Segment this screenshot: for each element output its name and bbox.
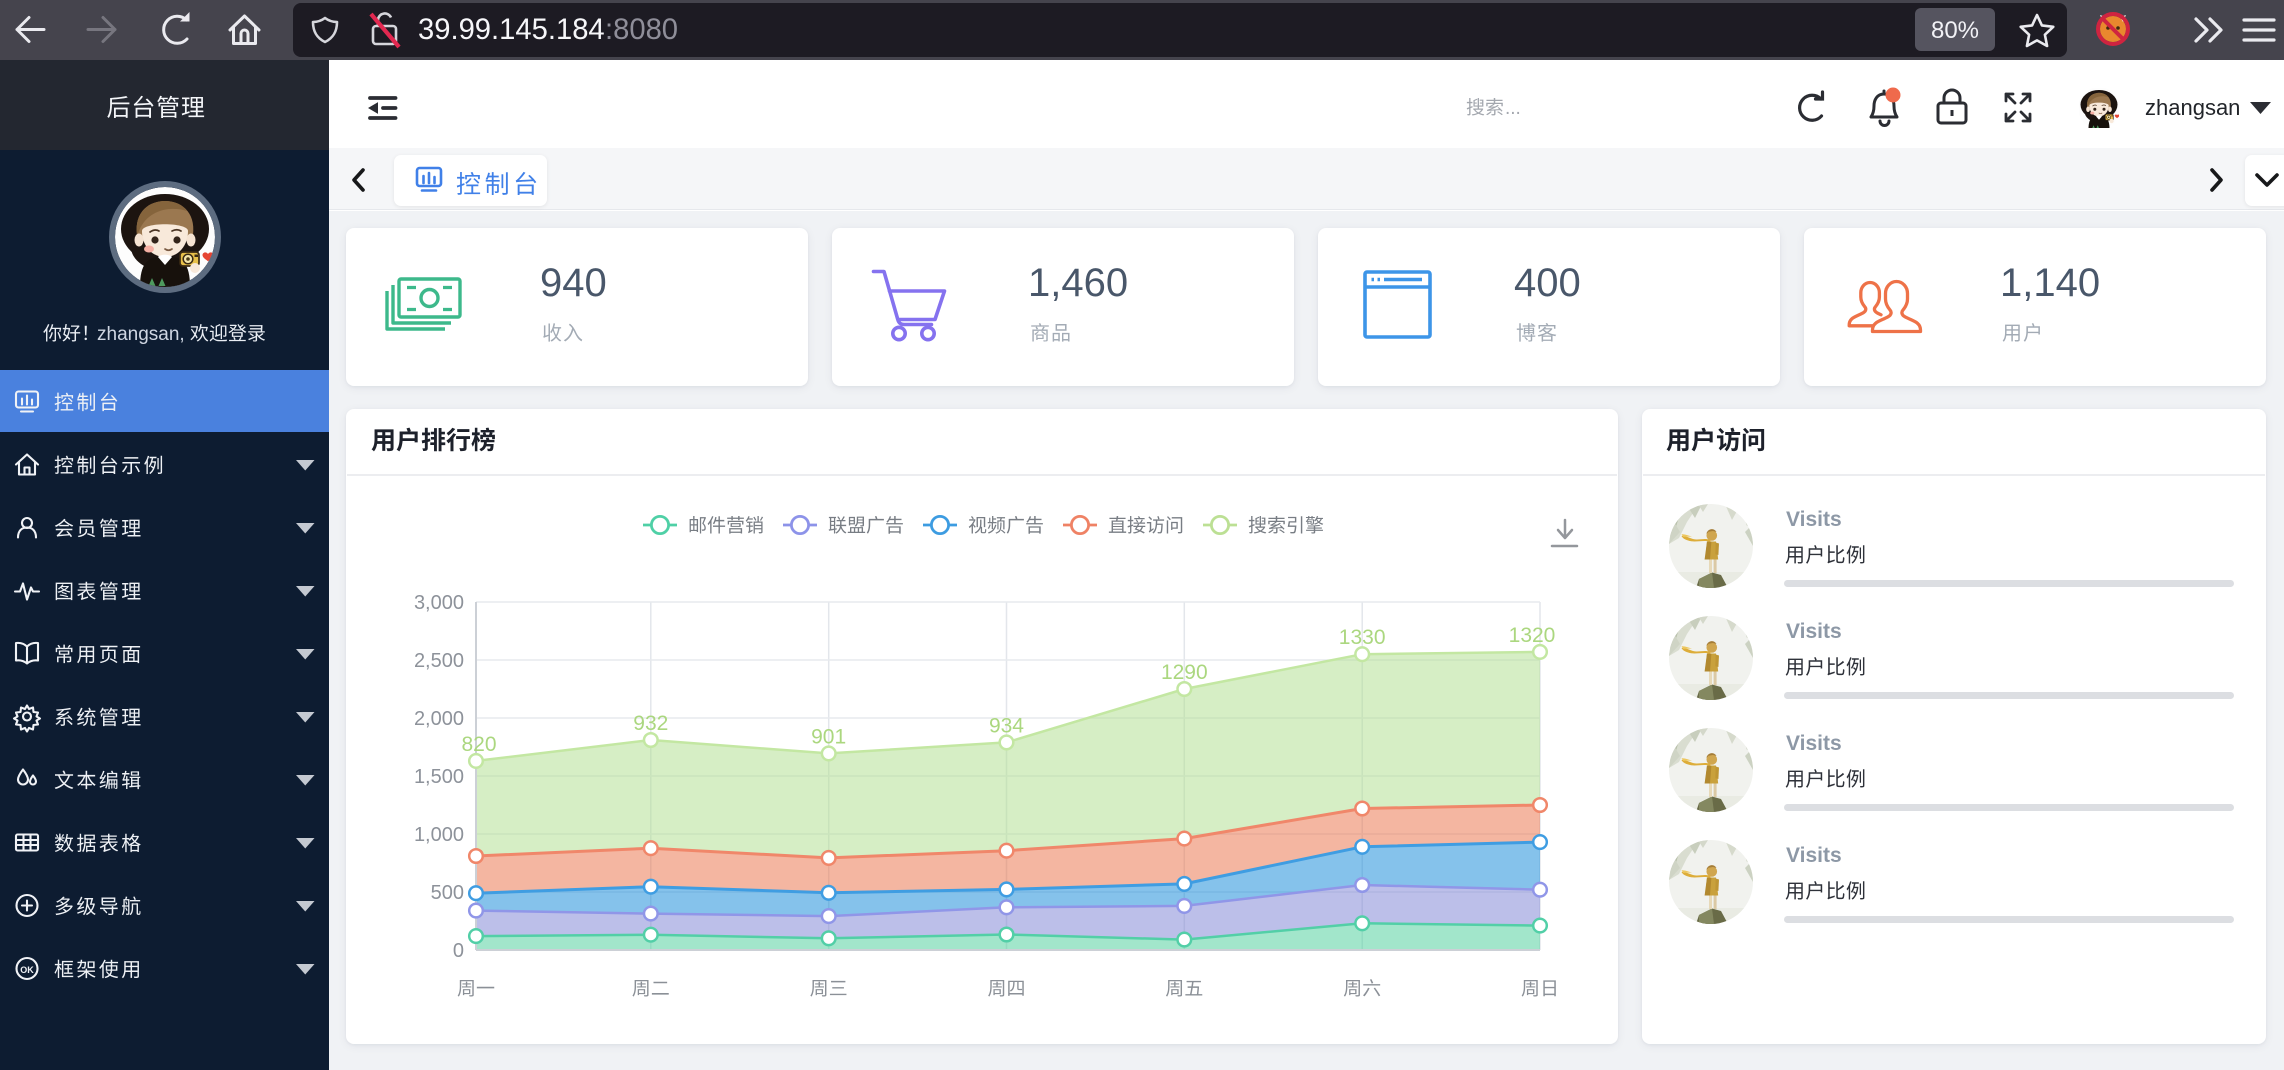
svg-text:1320: 1320 [1509, 624, 1556, 647]
svg-text:1,500: 1,500 [414, 766, 464, 788]
svg-text:1,000: 1,000 [414, 824, 464, 846]
svg-text:934: 934 [989, 714, 1024, 737]
svg-text:1,140: 1,140 [2000, 261, 2100, 305]
svg-text:1330: 1330 [1339, 626, 1386, 649]
svg-text:2,000: 2,000 [414, 708, 464, 730]
svg-text:Visits: Visits [1786, 620, 1842, 643]
svg-text:80%: 80% [1931, 17, 1979, 44]
svg-text:901: 901 [811, 725, 846, 748]
svg-text:1290: 1290 [1161, 661, 1208, 684]
svg-text:3,000: 3,000 [414, 592, 464, 614]
svg-text:400: 400 [1514, 261, 1581, 305]
svg-text:500: 500 [431, 882, 464, 904]
svg-text:2,500: 2,500 [414, 650, 464, 672]
svg-text:Visits: Visits [1786, 732, 1842, 755]
svg-text:39.99.145.184: 39.99.145.184 [418, 14, 605, 46]
svg-text:...: ... [1505, 98, 1521, 119]
svg-text::8080: :8080 [605, 14, 678, 46]
svg-text:820: 820 [461, 733, 496, 756]
svg-text:940: 940 [540, 261, 607, 305]
svg-text:0: 0 [453, 940, 464, 962]
svg-text:1,460: 1,460 [1028, 261, 1128, 305]
svg-text:zhangsan: zhangsan [2145, 95, 2240, 120]
svg-text:Visits: Visits [1786, 844, 1842, 867]
svg-text:OK: OK [20, 965, 34, 975]
svg-text:zhangsan,: zhangsan, [97, 324, 185, 345]
svg-text:932: 932 [633, 712, 668, 735]
svg-text:Visits: Visits [1786, 508, 1842, 531]
